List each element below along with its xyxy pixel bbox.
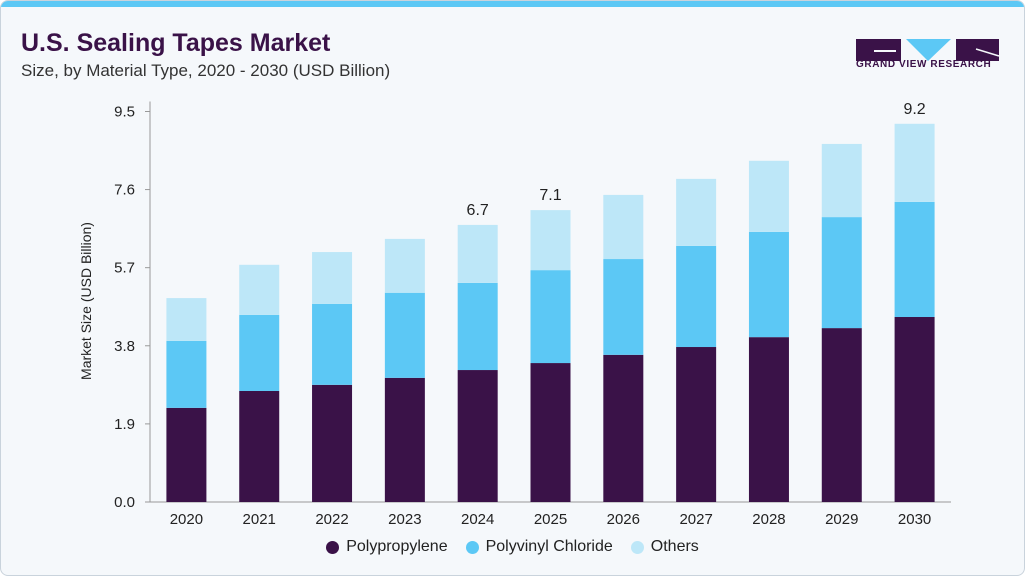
x-tick-label: 2026	[607, 511, 640, 528]
bar-polyvinyl-chloride-2021	[239, 314, 280, 392]
y-tick-label: 7.6	[114, 182, 135, 199]
bar-others-2022	[312, 252, 353, 304]
bar-polypropylene-2021	[239, 391, 280, 502]
bar-others-2029	[821, 143, 862, 218]
y-tick-label: 0.0	[114, 494, 135, 511]
legend-item: Polyvinyl Chloride	[465, 538, 613, 556]
y-tick-label: 3.8	[114, 338, 135, 355]
bar-polyvinyl-chloride-2029	[821, 217, 862, 329]
bar-others-2025	[530, 210, 571, 271]
x-tick-label: 2022	[315, 511, 348, 528]
x-tick-label: 2020	[170, 511, 203, 528]
accent-bar	[1, 1, 1024, 7]
grand-view-research-logo	[856, 39, 1000, 61]
legend-item: Polypropylene	[326, 538, 448, 556]
x-tick-label: 2025	[534, 511, 567, 528]
bar-others-2027	[676, 178, 717, 246]
bar-polyvinyl-chloride-2028	[748, 231, 789, 338]
legend-swatch	[630, 540, 644, 554]
bar-polypropylene-2028	[748, 337, 789, 502]
bar-polypropylene-2024	[457, 370, 498, 502]
bar-polyvinyl-chloride-2025	[530, 270, 571, 364]
legend-label: Others	[650, 538, 699, 555]
legend-swatch	[465, 540, 479, 554]
legend-swatch	[326, 540, 340, 554]
legend-label: Polypropylene	[346, 538, 448, 555]
bar-polypropylene-2029	[821, 328, 862, 502]
bar-polypropylene-2027	[676, 347, 717, 502]
bar-polypropylene-2022	[312, 384, 353, 502]
bar-polypropylene-2023	[384, 377, 425, 502]
x-tick-label: 2030	[898, 511, 931, 528]
bar-others-2021	[239, 264, 280, 315]
bar-polyvinyl-chloride-2024	[457, 282, 498, 371]
chart-subtitle: Size, by Material Type, 2020 - 2030 (USD…	[21, 61, 391, 80]
bar-polyvinyl-chloride-2026	[603, 259, 644, 355]
y-tick-label: 5.7	[114, 260, 135, 277]
y-tick-label: 1.9	[114, 416, 135, 433]
x-tick-label: 2028	[752, 511, 785, 528]
legend-label: Polyvinyl Chloride	[485, 538, 613, 555]
data-label-2030: 9.2	[903, 101, 925, 118]
bar-polypropylene-2030	[894, 317, 935, 502]
bar-polyvinyl-chloride-2027	[676, 245, 717, 348]
bar-polypropylene-2020	[166, 407, 207, 502]
x-tick-label: 2027	[679, 511, 712, 528]
x-tick-label: 2023	[388, 511, 421, 528]
chart-title: U.S. Sealing Tapes Market	[21, 29, 331, 57]
y-axis-label: Market Size (USD Billion)	[78, 222, 94, 380]
x-tick-label: 2024	[461, 511, 494, 528]
legend-item: Others	[630, 538, 699, 556]
bar-polyvinyl-chloride-2030	[894, 201, 935, 318]
data-label-2025: 7.1	[539, 187, 561, 204]
bar-others-2023	[384, 238, 425, 293]
bar-polyvinyl-chloride-2023	[384, 292, 425, 378]
x-tick-label: 2021	[243, 511, 276, 528]
bar-polypropylene-2026	[603, 354, 644, 502]
bar-others-2026	[603, 194, 644, 260]
logo-text: GRAND VIEW RESEARCH	[856, 59, 992, 70]
bar-polyvinyl-chloride-2020	[166, 340, 207, 408]
y-tick-label: 9.5	[114, 103, 135, 120]
legend: Polypropylene Polyvinyl Chloride Others	[1, 538, 1024, 559]
data-label-2024: 6.7	[467, 202, 489, 219]
bar-polyvinyl-chloride-2022	[312, 303, 353, 385]
bar-others-2024	[457, 224, 498, 283]
bar-others-2030	[894, 123, 935, 202]
bar-polypropylene-2025	[530, 363, 571, 502]
bar-others-2028	[748, 160, 789, 232]
bar-others-2020	[166, 298, 207, 341]
x-tick-label: 2029	[825, 511, 858, 528]
